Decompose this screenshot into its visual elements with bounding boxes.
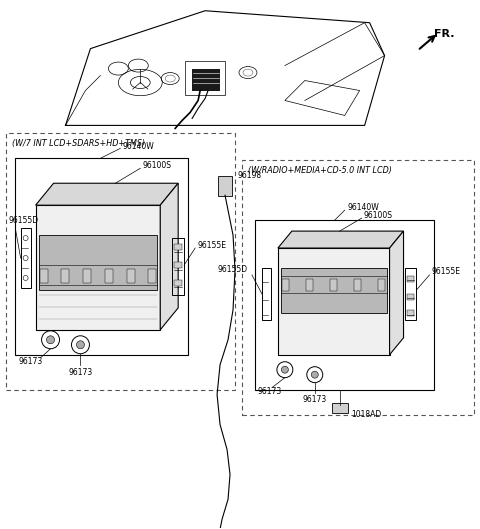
Polygon shape bbox=[390, 231, 404, 355]
Bar bbox=[38, 235, 157, 290]
FancyBboxPatch shape bbox=[218, 176, 232, 196]
Bar bbox=[83, 269, 91, 283]
Bar bbox=[148, 269, 156, 283]
Text: 96100S: 96100S bbox=[142, 161, 171, 170]
Bar bbox=[255, 220, 434, 390]
Circle shape bbox=[76, 341, 84, 349]
Bar bbox=[39, 269, 48, 283]
Bar bbox=[282, 279, 289, 291]
Bar bbox=[127, 269, 134, 283]
Circle shape bbox=[47, 336, 55, 344]
Text: (W/RADIO+MEDIA+CD-5.0 INT LCD): (W/RADIO+MEDIA+CD-5.0 INT LCD) bbox=[248, 166, 392, 175]
Bar bbox=[354, 279, 360, 291]
Bar bbox=[6, 133, 235, 390]
Bar bbox=[407, 294, 415, 300]
Text: 96173: 96173 bbox=[69, 368, 93, 377]
Text: 96155D: 96155D bbox=[218, 266, 248, 275]
Bar bbox=[105, 269, 113, 283]
Bar bbox=[407, 310, 415, 316]
Polygon shape bbox=[160, 183, 178, 330]
Bar bbox=[61, 269, 69, 283]
Text: 96100S: 96100S bbox=[364, 211, 393, 220]
Text: 96155D: 96155D bbox=[9, 216, 39, 225]
Text: 96155E: 96155E bbox=[197, 241, 226, 250]
Text: 96155E: 96155E bbox=[432, 268, 460, 277]
Text: 1018AD: 1018AD bbox=[352, 410, 382, 419]
Text: 96140W: 96140W bbox=[122, 142, 154, 151]
Bar bbox=[306, 279, 313, 291]
Bar bbox=[378, 279, 384, 291]
Circle shape bbox=[281, 366, 288, 373]
Polygon shape bbox=[278, 231, 404, 248]
Bar bbox=[174, 244, 182, 250]
Bar bbox=[281, 268, 386, 313]
Bar bbox=[185, 61, 225, 96]
FancyBboxPatch shape bbox=[192, 69, 220, 90]
Bar bbox=[15, 158, 188, 355]
Bar bbox=[242, 160, 474, 415]
Bar bbox=[330, 279, 336, 291]
Bar bbox=[278, 248, 390, 355]
Bar bbox=[174, 280, 182, 286]
Bar bbox=[332, 403, 348, 413]
Text: 96140W: 96140W bbox=[348, 203, 379, 212]
Text: 96173: 96173 bbox=[19, 357, 43, 366]
Text: (W/7 INT LCD+SDARS+HD+TMS): (W/7 INT LCD+SDARS+HD+TMS) bbox=[12, 139, 145, 148]
Text: FR.: FR. bbox=[434, 29, 455, 39]
Text: 96198: 96198 bbox=[237, 171, 261, 180]
Text: 96173: 96173 bbox=[303, 395, 327, 404]
Circle shape bbox=[312, 371, 318, 378]
Polygon shape bbox=[36, 183, 178, 205]
Bar bbox=[36, 205, 160, 330]
Bar bbox=[174, 262, 182, 268]
Text: 96173: 96173 bbox=[258, 387, 282, 396]
Bar bbox=[407, 276, 415, 282]
